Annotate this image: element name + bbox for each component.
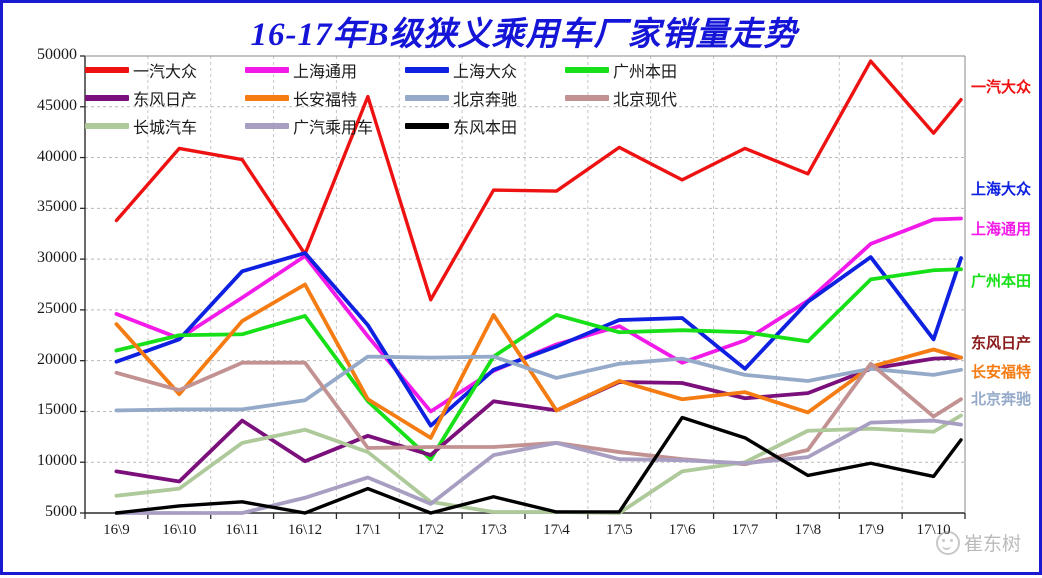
legend-color-swatch <box>245 67 289 73</box>
legend-color-swatch <box>565 95 609 101</box>
legend-row: 一汽大众 上海通用 上海大众 广州本田 <box>85 56 713 84</box>
legend-label: 北京奔驰 <box>453 92 518 109</box>
smiley-icon <box>935 530 960 555</box>
legend-label: 广州本田 <box>613 64 678 81</box>
legend-label: 长城汽车 <box>133 120 198 137</box>
series-line <box>114 415 963 515</box>
legend-item[interactable]: 广州本田 <box>565 56 677 84</box>
x-axis-tick: 17\3 <box>480 522 507 538</box>
x-axis-tick: 17\9 <box>857 522 885 538</box>
series-line <box>114 360 963 467</box>
y-axis-tick: 45000 <box>37 96 77 114</box>
x-axis-tick: 17\6 <box>668 522 696 538</box>
legend-item[interactable]: 东风本田 <box>405 112 517 140</box>
series-end-label: 一汽大众 <box>971 80 1032 96</box>
series-end-label: 上海大众 <box>971 182 1032 198</box>
legend-color-swatch <box>85 123 129 129</box>
series-end-label: 东风日产 <box>971 336 1032 352</box>
y-axis-tick: 40000 <box>37 147 77 165</box>
x-axis-tick: 17\7 <box>731 522 759 538</box>
legend-color-swatch <box>405 67 449 73</box>
series-line <box>114 354 963 413</box>
legend-row: 长城汽车 广汽乘用车 东风本田 <box>85 112 713 140</box>
legend-label: 上海大众 <box>453 64 518 81</box>
series-end-label: 北京奔驰 <box>971 392 1032 408</box>
series-lines <box>114 59 963 515</box>
legend-label: 一汽大众 <box>133 64 198 81</box>
legend-color-swatch <box>405 123 449 129</box>
legend-item[interactable]: 上海通用 <box>245 56 357 84</box>
series-line <box>114 59 963 302</box>
series-line <box>114 418 963 515</box>
x-axis-tick: 17\4 <box>543 522 570 538</box>
chart-legend: 一汽大众 上海通用 上海大众 广州本田东风日产 长安福特 北京奔驰 北京现代长城汽车 广汽乘用… <box>85 56 713 140</box>
y-axis-tick: 35000 <box>37 198 77 216</box>
legend-label: 广汽乘用车 <box>293 120 374 137</box>
x-axis-tick: 17\2 <box>417 522 445 538</box>
legend-color-swatch <box>245 123 289 129</box>
legend-label: 上海通用 <box>293 64 358 81</box>
y-axis-tick: 5000 <box>45 503 77 520</box>
legend-item[interactable]: 东风日产 <box>85 84 197 112</box>
legend-item[interactable]: 长城汽车 <box>85 112 197 140</box>
y-axis-tick: 25000 <box>37 299 77 317</box>
legend-item[interactable]: 长安福特 <box>245 84 357 112</box>
legend-item[interactable]: 上海大众 <box>405 56 517 84</box>
line-chart <box>80 55 966 519</box>
series-line <box>114 251 963 428</box>
legend-color-swatch <box>85 67 129 73</box>
legend-label: 东风日产 <box>133 92 198 109</box>
legend-row: 东风日产 长安福特 北京奔驰 北京现代 <box>85 84 713 112</box>
y-axis-tick: 10000 <box>37 452 77 470</box>
series-end-label: 长安福特 <box>971 365 1032 381</box>
legend-label: 东风本田 <box>453 120 518 137</box>
x-axis-tick: 17\5 <box>605 522 633 538</box>
x-axis-tick: 17\8 <box>794 522 822 538</box>
legend-color-swatch <box>85 95 129 101</box>
series-end-label: 上海通用 <box>971 222 1032 238</box>
x-axis-tick: 16\10 <box>162 522 197 538</box>
series-end-label: 广州本田 <box>971 274 1032 290</box>
x-axis-tick: 16\12 <box>287 522 323 538</box>
x-axis-tick: 16\9 <box>103 522 130 538</box>
legend-color-swatch <box>245 95 289 101</box>
legend-color-swatch <box>405 95 449 101</box>
y-axis-tick: 20000 <box>37 350 77 368</box>
legend-item[interactable]: 北京现代 <box>565 84 677 112</box>
y-axis-tick: 15000 <box>37 401 77 419</box>
page-title: 16-17年B级狭义乘用车厂家销量走势 <box>250 17 798 53</box>
legend-item[interactable]: 广汽乘用车 <box>245 112 373 140</box>
x-axis-tick: 17\1 <box>354 522 382 538</box>
legend-label: 长安福特 <box>293 92 358 109</box>
series-line <box>114 267 963 462</box>
legend-item[interactable]: 一汽大众 <box>85 56 197 84</box>
series-line <box>114 413 963 515</box>
x-axis-tick: 16\11 <box>225 522 259 538</box>
series-line <box>114 282 963 440</box>
legend-label: 北京现代 <box>613 92 678 109</box>
legend-color-swatch <box>565 67 609 73</box>
y-axis-tick: 50000 <box>37 46 77 63</box>
watermark: 崔东树 <box>935 529 1021 556</box>
watermark-text: 崔东树 <box>963 534 1021 555</box>
y-axis-tick: 30000 <box>37 249 77 267</box>
legend-item[interactable]: 北京奔驰 <box>405 84 517 112</box>
